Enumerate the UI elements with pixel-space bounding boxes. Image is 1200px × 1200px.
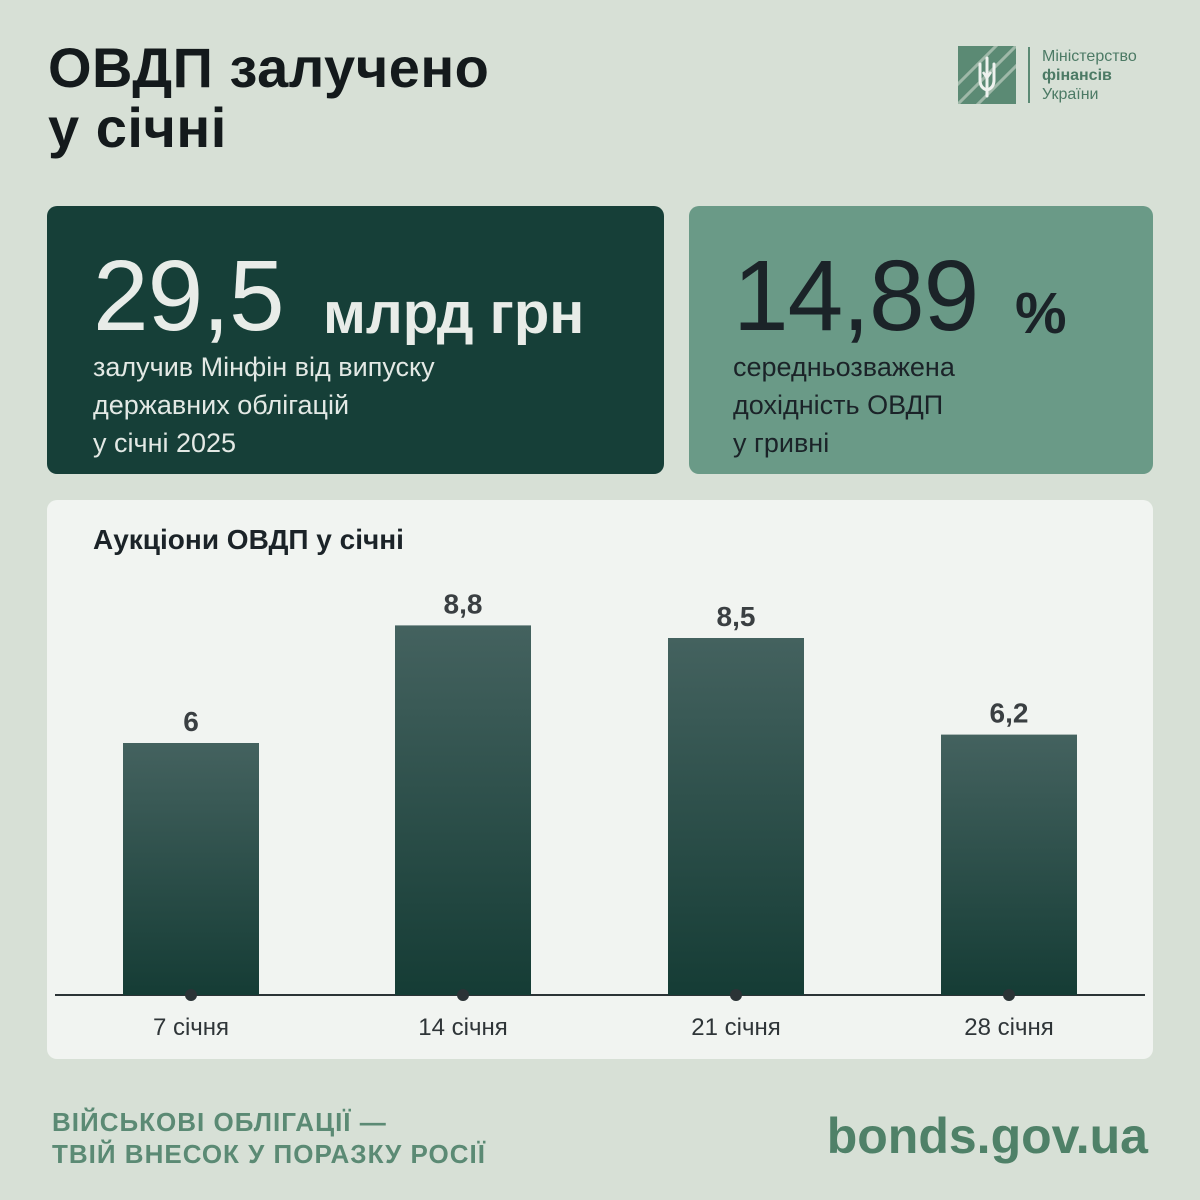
- footer-slogan-line1: ВІЙСЬКОВІ ОБЛІГАЦІЇ —: [52, 1107, 387, 1137]
- x-tick-label-1: 7 січня: [153, 1014, 229, 1041]
- yield-card: 14,89 % середньозважена дохідність ОВДП …: [689, 206, 1153, 474]
- raised-amount-card: 29,5 млрд грн залучив Мінфін від випуску…: [47, 206, 664, 474]
- ministry-name-line2: фінансів: [1042, 66, 1112, 84]
- trident-icon: [958, 46, 1016, 104]
- raised-desc-line2: державних облігацій: [93, 390, 350, 420]
- ministry-name: Міністерство фінансів України: [1042, 47, 1137, 104]
- bar-chart: 6 7 січня 8,8 14 січня 8,5 21 січня 6,2 28 січн…: [55, 588, 1145, 1041]
- x-tick-label-4: 28 січня: [964, 1014, 1053, 1041]
- yield-description: середньозважена дохідність ОВДП у гривні: [733, 348, 955, 462]
- page-title-line1: ОВДП залучено: [48, 36, 490, 99]
- yield-desc-line1: середньозважена: [733, 352, 955, 382]
- page-title-line2: у січні: [48, 96, 227, 159]
- page-title: ОВДП залучено у січні: [48, 38, 489, 158]
- data-label-3: 8,5: [717, 601, 756, 632]
- yield-value: 14,89: [733, 240, 979, 352]
- data-label-4: 6,2: [990, 698, 1029, 729]
- footer-url: bonds.gov.ua: [826, 1108, 1148, 1164]
- auctions-chart-card: Аукціони ОВДП у січні 6 7 січня 8,8 14 січн…: [47, 500, 1153, 1059]
- x-tick-label-3: 21 січня: [691, 1014, 780, 1041]
- x-tick-dot-4: [1003, 989, 1015, 1001]
- raised-desc-line3: у січні 2025: [93, 428, 237, 458]
- ministry-logo: Міністерство фінансів України: [958, 46, 1137, 104]
- x-tick-dot-3: [730, 989, 742, 1001]
- raised-desc-line1: залучив Мінфін від випуску: [93, 352, 435, 382]
- bar-1: [123, 743, 259, 995]
- raised-amount-unit: млрд грн: [323, 281, 585, 346]
- x-tick-dot-1: [185, 989, 197, 1001]
- raised-amount-value: 29,5: [93, 240, 285, 352]
- logo-divider: [1028, 47, 1030, 103]
- data-label-2: 8,8: [444, 588, 483, 619]
- chart-title: Аукціони ОВДП у січні: [93, 524, 404, 555]
- yield-unit: %: [1015, 281, 1067, 346]
- footer-slogan-line2: ТВІЙ ВНЕСОК У ПОРАЗКУ РОСІЇ: [52, 1139, 486, 1169]
- yield-desc-line2: дохідність ОВДП: [733, 390, 944, 420]
- yield-desc-line3: у гривні: [733, 428, 830, 458]
- ministry-name-line3: України: [1042, 85, 1099, 103]
- ministry-name-line1: Міністерство: [1042, 47, 1137, 65]
- x-tick-dot-2: [457, 989, 469, 1001]
- raised-amount-description: залучив Мінфін від випуску державних обл…: [93, 348, 435, 462]
- data-label-1: 6: [183, 706, 199, 737]
- x-tick-label-2: 14 січня: [418, 1014, 507, 1041]
- footer-slogan: ВІЙСЬКОВІ ОБЛІГАЦІЇ — ТВІЙ ВНЕСОК У ПОРА…: [52, 1106, 486, 1170]
- bar-4: [941, 734, 1077, 995]
- bar-3: [668, 638, 804, 995]
- bar-2: [395, 625, 531, 995]
